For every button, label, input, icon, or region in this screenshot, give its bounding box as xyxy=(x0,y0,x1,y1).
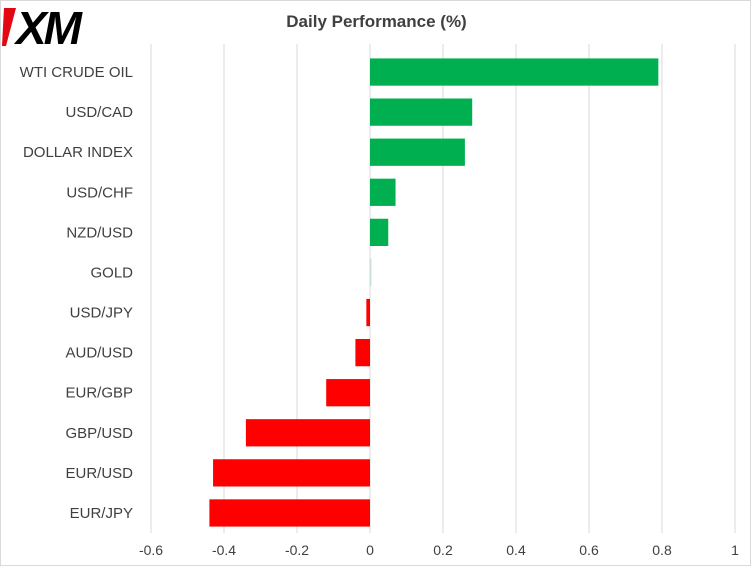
bar xyxy=(370,178,396,206)
bar xyxy=(370,258,372,287)
category-label: AUD/USD xyxy=(65,345,133,362)
xm-logo: XM xyxy=(2,2,87,48)
category-label: EUR/USD xyxy=(65,465,133,482)
x-tick-label: -0.6 xyxy=(139,542,163,558)
x-tick-label: 0.8 xyxy=(652,542,672,558)
category-label: GBP/USD xyxy=(65,425,133,442)
bar xyxy=(213,459,370,487)
bar xyxy=(245,419,370,447)
x-tick-label: 0.6 xyxy=(579,542,599,558)
bar xyxy=(326,379,370,407)
bar xyxy=(355,338,370,367)
bar xyxy=(370,218,389,247)
category-label: EUR/GBP xyxy=(65,385,133,402)
x-tick-label: 1 xyxy=(731,542,739,558)
category-label: EUR/JPY xyxy=(70,505,133,522)
category-label: USD/CHF xyxy=(66,184,133,201)
x-tick-label: -0.2 xyxy=(285,542,309,558)
x-tick-label: 0.2 xyxy=(433,542,453,558)
x-tick-label: -0.4 xyxy=(212,542,236,558)
category-label: USD/CAD xyxy=(65,104,133,121)
x-tick-label: 0.4 xyxy=(506,542,526,558)
category-label: WTI CRUDE OIL xyxy=(20,64,133,81)
logo-red-slash xyxy=(2,8,16,46)
category-label: GOLD xyxy=(90,264,133,281)
bar xyxy=(370,98,473,126)
category-label: DOLLAR INDEX xyxy=(23,144,133,161)
category-label: NZD/USD xyxy=(66,224,133,241)
bar xyxy=(209,499,370,527)
bar xyxy=(366,298,370,327)
bar xyxy=(370,58,659,86)
bar xyxy=(370,138,465,166)
chart-title: Daily Performance (%) xyxy=(286,12,467,31)
category-label: USD/JPY xyxy=(70,305,133,322)
logo-text: XM xyxy=(13,2,84,48)
x-tick-label: 0 xyxy=(366,542,374,558)
